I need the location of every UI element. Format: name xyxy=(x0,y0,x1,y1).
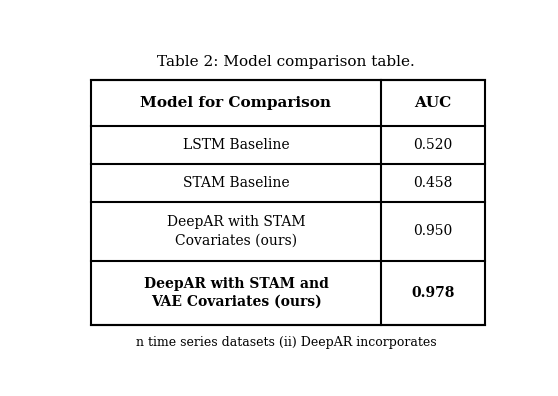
Text: 0.458: 0.458 xyxy=(413,176,453,190)
Text: 0.520: 0.520 xyxy=(413,138,453,152)
Text: AUC: AUC xyxy=(414,96,451,110)
Text: Table 2: Model comparison table.: Table 2: Model comparison table. xyxy=(157,55,415,69)
Text: STAM Baseline: STAM Baseline xyxy=(182,176,289,190)
Text: n time series datasets (ii) DeepAR incorporates: n time series datasets (ii) DeepAR incor… xyxy=(136,336,436,349)
Text: 0.978: 0.978 xyxy=(411,286,454,300)
Text: 0.950: 0.950 xyxy=(413,225,453,238)
Text: LSTM Baseline: LSTM Baseline xyxy=(182,138,289,152)
Text: Model for Comparison: Model for Comparison xyxy=(141,96,331,110)
Text: DeepAR with STAM and
VAE Covariates (ours): DeepAR with STAM and VAE Covariates (our… xyxy=(143,277,329,309)
Text: DeepAR with STAM
Covariates (ours): DeepAR with STAM Covariates (ours) xyxy=(167,215,305,248)
